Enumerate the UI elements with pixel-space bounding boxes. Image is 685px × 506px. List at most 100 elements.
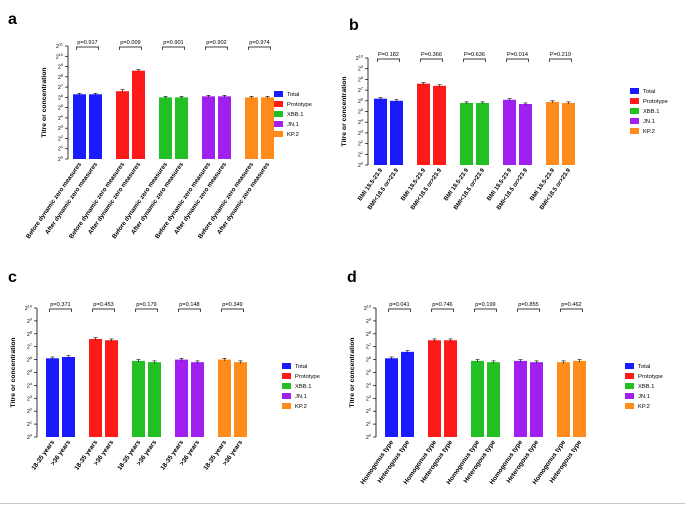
y-tick-label: 29 (58, 63, 63, 71)
p-value-label: p=0.041 (389, 302, 409, 308)
y-tick-label: 23 (27, 395, 32, 403)
y-tick-label: 24 (27, 382, 32, 390)
significance-bracket (431, 308, 454, 312)
y-tick-label: 27 (27, 343, 32, 351)
p-value-label: p=0.349 (222, 302, 242, 308)
bar (191, 362, 204, 437)
x-tick-label: BMI<18.5 or>23.9 (496, 167, 529, 211)
legend-swatch (630, 118, 639, 124)
legend-swatch (274, 111, 283, 117)
bar (234, 362, 247, 437)
significance-bracket (162, 46, 185, 50)
y-tick-label: 20 (358, 162, 363, 170)
y-axis-label: Titre or concentration (41, 67, 48, 137)
significance-bracket (377, 58, 400, 62)
y-tick-label: 24 (366, 382, 371, 390)
panel-label: b (349, 17, 359, 34)
bar (573, 360, 586, 437)
y-tick-label: 29 (358, 65, 363, 73)
significance-bracket (506, 58, 529, 62)
y-tick-label: 29 (366, 317, 371, 325)
legend-entry: JN.1 (638, 394, 650, 400)
y-tick-label: 22 (27, 408, 32, 416)
bar (476, 102, 489, 165)
p-value-label: p=0.009 (120, 40, 140, 46)
bar (433, 85, 446, 165)
legend-swatch (630, 128, 639, 134)
bar (417, 83, 430, 165)
bar (218, 359, 231, 437)
legend-swatch (630, 88, 639, 94)
y-tick-label: 24 (358, 119, 363, 127)
y-tick-label: 210 (25, 305, 32, 313)
y-tick-label: 26 (27, 356, 32, 364)
panel-d: d 20 21 22 23 24 25 26 27 28 29 210 Titre or concent… (347, 269, 663, 486)
legend-entry: Prototype (643, 99, 668, 105)
bar (471, 360, 484, 437)
p-value-label: p=0.746 (432, 302, 452, 308)
legend-swatch (625, 373, 634, 379)
legend-swatch (625, 403, 634, 409)
bar (62, 357, 75, 437)
p-value-label: P=0.366 (421, 52, 442, 58)
y-tick-label: 20 (27, 434, 32, 442)
y-tick-label: 211 (56, 43, 63, 51)
y-tick-label: 210 (356, 55, 363, 63)
p-value-label: p=0.371 (50, 302, 70, 308)
p-value-label: p=0.855 (518, 302, 538, 308)
legend-swatch (625, 393, 634, 399)
legend-swatch (625, 363, 634, 369)
legend-entry: XBB.1 (295, 384, 311, 390)
legend-entry: JN.1 (287, 122, 299, 128)
bar (46, 358, 59, 437)
x-tick-label: BMI<18.5 or>23.9 (410, 167, 443, 211)
p-value-label: p=0.901 (163, 40, 183, 46)
legend-swatch (282, 363, 291, 369)
y-tick-label: 25 (366, 369, 371, 377)
legend-entry: Prototype (287, 102, 312, 108)
bar (261, 97, 274, 159)
x-tick-label: BMI<18.5 or>23.9 (367, 167, 400, 211)
bar (530, 362, 543, 437)
bar (245, 97, 258, 159)
y-tick-label: 25 (27, 369, 32, 377)
significance-bracket (92, 308, 115, 312)
bar (116, 91, 129, 159)
legend-entry: JN.1 (643, 119, 655, 125)
legend-entry: Total (638, 364, 650, 370)
panel-a: a 20 21 22 23 24 25 26 27 28 29 210 211 Titre or conc… (8, 11, 312, 240)
bar (175, 97, 188, 159)
bar (428, 340, 441, 437)
legend-swatch (282, 373, 291, 379)
bar (175, 359, 188, 437)
legend-swatch (274, 91, 283, 97)
significance-bracket (463, 58, 486, 62)
panel-b: b 20 21 22 23 24 25 26 27 28 29 210 Titre or concent… (341, 17, 668, 211)
x-tick-label: 18-35 years (73, 439, 99, 472)
significance-bracket (388, 308, 411, 312)
legend-swatch (274, 131, 283, 137)
significance-bracket (178, 308, 201, 312)
significance-bracket (560, 308, 583, 312)
y-axis-label: Titre or concentration (349, 337, 356, 407)
p-value-label: p=0.179 (136, 302, 156, 308)
legend-entry: XBB.1 (638, 384, 654, 390)
bar (514, 360, 527, 437)
legend-swatch (274, 121, 283, 127)
legend-swatch (282, 393, 291, 399)
p-value-label: p=0.974 (249, 40, 269, 46)
y-tick-label: 28 (358, 76, 363, 84)
p-value-label: p=0.148 (179, 302, 199, 308)
y-tick-label: 21 (58, 145, 63, 153)
bar (89, 94, 102, 159)
bar (385, 358, 398, 437)
bar (148, 362, 161, 437)
bar (401, 351, 414, 437)
x-tick-label: 18-35 years (202, 439, 228, 472)
p-value-label: P=0.636 (464, 52, 485, 58)
y-tick-label: 20 (58, 156, 63, 164)
legend-entry: Prototype (295, 374, 320, 380)
legend-entry: Total (295, 364, 307, 370)
bar (562, 102, 575, 165)
bar (444, 340, 457, 437)
